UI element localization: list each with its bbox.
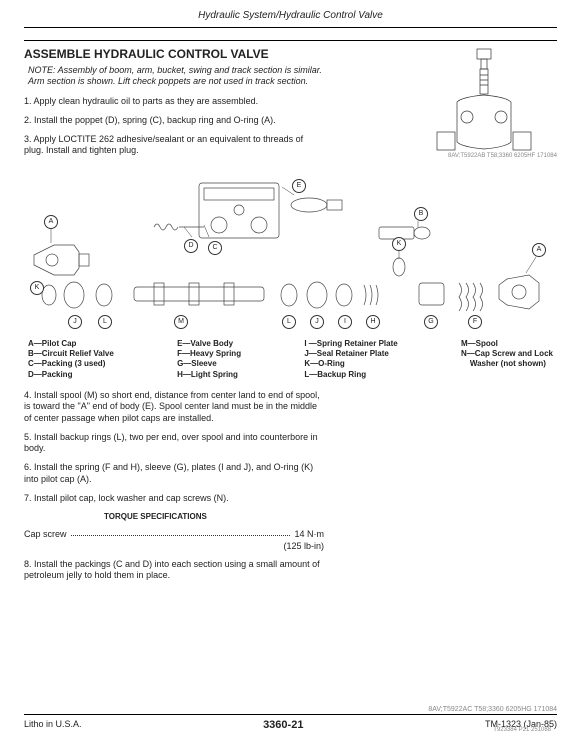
legend-a: A—Pilot Cap bbox=[28, 339, 114, 349]
step-3: 3. Apply LOCTITE 262 adhesive/sealant or… bbox=[24, 134, 324, 157]
step-4: 4. Install spool (M) so short end, dista… bbox=[24, 390, 324, 424]
diagram-code-1: 8AV;T5922AB T58;3360 6205HF 171084 bbox=[448, 153, 557, 159]
callout-h: H bbox=[366, 315, 380, 329]
callout-m: M bbox=[174, 315, 188, 329]
assembly-note: NOTE: Assembly of boom, arm, bucket, swi… bbox=[24, 65, 328, 88]
step-1: 1. Apply clean hydraulic oil to parts as… bbox=[24, 96, 324, 107]
callout-f: F bbox=[468, 315, 482, 329]
callout-l-right: L bbox=[282, 315, 296, 329]
callout-a-left: A bbox=[44, 215, 58, 229]
valve-top-diagram: 8AV;T5922AB T58;3360 6205HF 171084 bbox=[407, 47, 557, 157]
legend-b: B—Circuit Relief Valve bbox=[28, 349, 114, 359]
callout-j: J bbox=[68, 315, 82, 329]
legend-m: M—Spool bbox=[461, 339, 553, 349]
legend-j: J—Seal Retainer Plate bbox=[304, 349, 397, 359]
callout-e: E bbox=[292, 179, 306, 193]
page-footer: Litho in U.S.A. 3360-21 TM-1323 (Jan-85)… bbox=[24, 714, 557, 733]
footer-note: T923384 P21 251088 bbox=[485, 727, 557, 733]
legend-i: I —Spring Retainer Plate bbox=[304, 339, 397, 349]
callout-b: B bbox=[414, 207, 428, 221]
legend-l: L—Backup Ring bbox=[304, 370, 397, 380]
legend-n: N—Cap Screw and Lock bbox=[461, 349, 553, 359]
legend-f: F—Heavy Spring bbox=[177, 349, 241, 359]
callout-d: D bbox=[184, 239, 198, 253]
exploded-diagram: A K J L M D C E B L J I H K G F A bbox=[24, 165, 557, 335]
callout-g: G bbox=[424, 315, 438, 329]
callout-l-left: L bbox=[98, 315, 112, 329]
torque-sub: (125 lb-in) bbox=[24, 541, 324, 551]
callout-k-left: K bbox=[30, 281, 44, 295]
legend-c: C—Packing (3 used) bbox=[28, 359, 114, 369]
legend-e: E—Valve Body bbox=[177, 339, 241, 349]
legend-h: H—Light Spring bbox=[177, 370, 241, 380]
legend-k: K—O-Ring bbox=[304, 359, 397, 369]
legend-g: G—Sleeve bbox=[177, 359, 241, 369]
torque-label: Cap screw bbox=[24, 529, 67, 539]
step-7: 7. Install pilot cap, lock washer and ca… bbox=[24, 493, 324, 504]
callout-j-right: J bbox=[310, 315, 324, 329]
footer-left: Litho in U.S.A. bbox=[24, 719, 82, 733]
torque-row: Cap screw 14 N·m bbox=[24, 529, 324, 539]
step-5: 5. Install backup rings (L), two per end… bbox=[24, 432, 324, 455]
legend-n2: Washer (not shown) bbox=[461, 359, 553, 369]
page-header: Hydraulic System/Hydraulic Control Valve bbox=[24, 10, 557, 28]
step-2: 2. Install the poppet (D), spring (C), b… bbox=[24, 115, 324, 126]
diagram-code-2: 8AV;T5922AC T58;3360 6205HG 171084 bbox=[428, 706, 557, 713]
torque-value: 14 N·m bbox=[294, 529, 324, 539]
torque-dots bbox=[71, 529, 291, 536]
footer-center: 3360-21 bbox=[263, 719, 303, 733]
legend: A—Pilot Cap B—Circuit Relief Valve C—Pac… bbox=[24, 339, 557, 381]
step-8: 8. Install the packings (C and D) into e… bbox=[24, 559, 324, 582]
callout-a-right: A bbox=[532, 243, 546, 257]
callout-i: I bbox=[338, 315, 352, 329]
footer-right: TM-1323 (Jan-85) T923384 P21 251088 bbox=[485, 719, 557, 733]
torque-title: TORQUE SPECIFICATIONS bbox=[104, 512, 557, 521]
callout-c: C bbox=[208, 241, 222, 255]
callout-k-right: K bbox=[392, 237, 406, 251]
step-6: 6. Install the spring (F and H), sleeve … bbox=[24, 462, 324, 485]
legend-d: D—Packing bbox=[28, 370, 114, 380]
